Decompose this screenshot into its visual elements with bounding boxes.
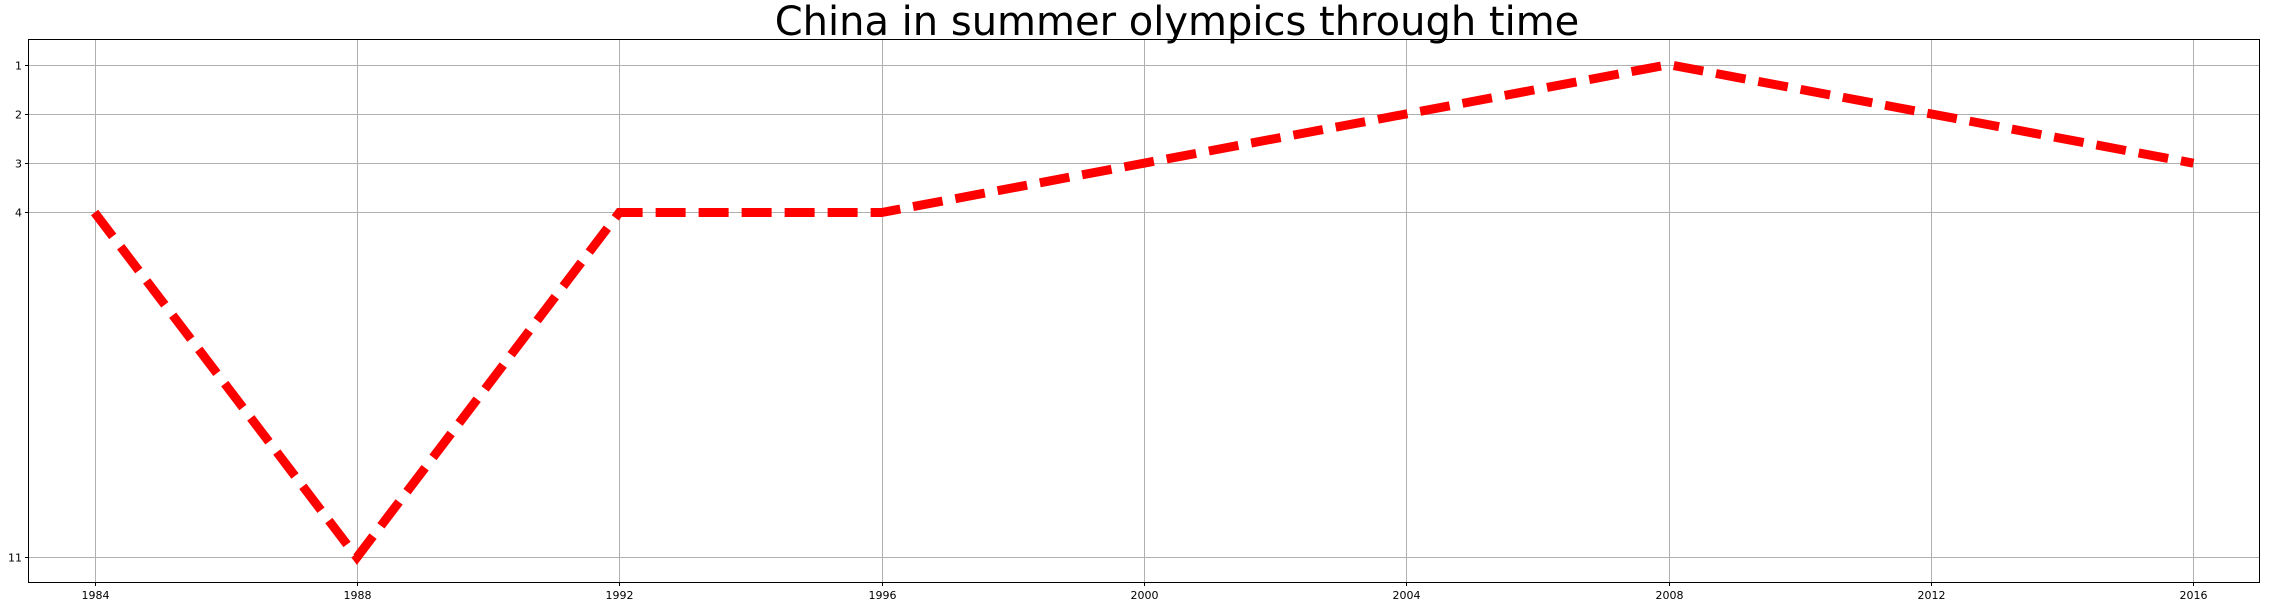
x-tick-label: 2004 — [1393, 589, 1421, 602]
x-tick-label: 1984 — [82, 589, 110, 602]
x-tick-label: 2012 — [1918, 589, 1946, 602]
y-tick-label: 3 — [15, 158, 22, 171]
y-tick-label: 2 — [15, 109, 22, 122]
chart-title: China in summer olympics through time — [775, 0, 1580, 45]
y-tick-label: 1 — [15, 60, 22, 73]
x-tick-label: 2000 — [1131, 589, 1159, 602]
x-axis: 1984 1988 1992 1996 2000 2004 2008 2012 2016 — [82, 582, 2208, 602]
x-tick-label: 2008 — [1656, 589, 1684, 602]
y-tick-label: 4 — [15, 207, 22, 220]
x-tick-label: 2016 — [2180, 589, 2208, 602]
x-tick-label: 1992 — [606, 589, 634, 602]
x-tick-label: 1988 — [344, 589, 372, 602]
y-tick-label: 11 — [8, 552, 22, 565]
series-layer — [91, 60, 2195, 565]
series-line — [91, 60, 2195, 565]
x-tick-label: 1996 — [869, 589, 897, 602]
x-grid — [95, 40, 2194, 582]
y-axis: 1 2 3 4 11 — [8, 60, 29, 565]
y-grid — [29, 65, 2259, 558]
